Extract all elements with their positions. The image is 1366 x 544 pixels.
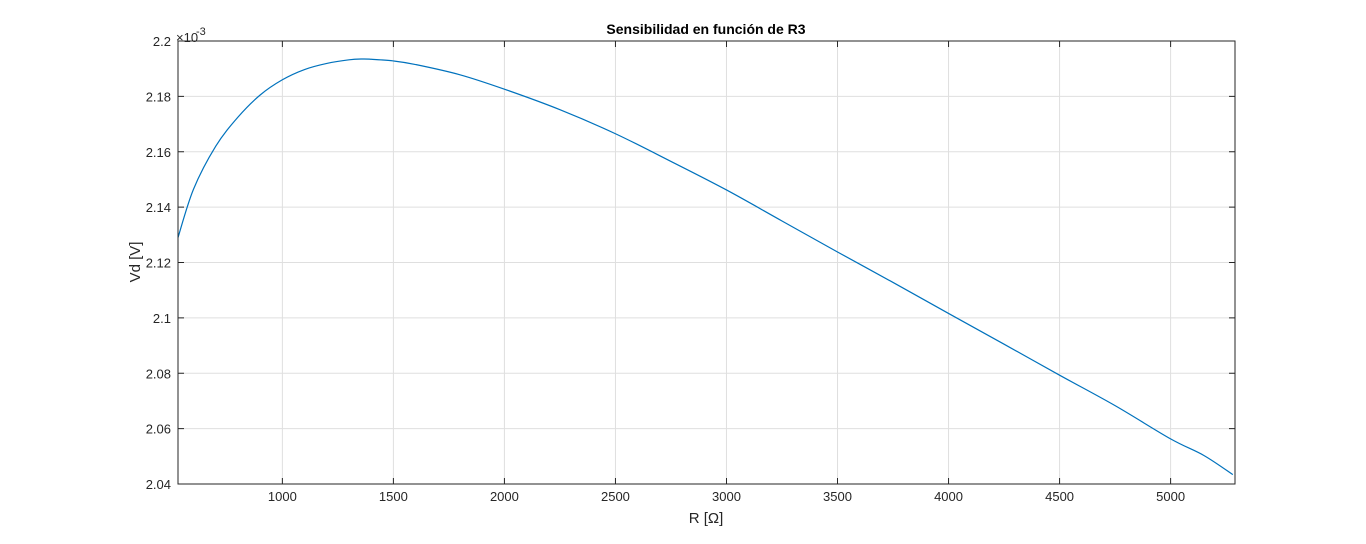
x-axis-label: R [Ω] [689,510,724,527]
x-tick-label: 1000 [268,489,297,504]
y-tick-label: 2.1 [153,311,171,326]
y-exponent: -3 [196,26,206,38]
y-tick-label: 2.16 [146,145,171,160]
y-tick-label: 2.18 [146,89,171,104]
x-tick-labels: 1000 1500 2000 2500 3000 3500 4000 4500 5000 [268,489,1185,504]
x-tick-label: 4000 [934,489,963,504]
x-tick-label: 5000 [1156,489,1185,504]
x-tick-label: 3500 [823,489,852,504]
series-group [177,58,1234,476]
x-tick-label: 1500 [379,489,408,504]
y-axis-label: Vd [V] [127,242,144,283]
y-tick-labels: 2.04 2.06 2.08 2.1 2.12 2.14 2.16 2.18 2.2 [146,34,171,492]
grid-lines [178,41,1235,484]
chart-title: Sensibilidad en función de R3 [606,21,805,37]
y-exponent-base: ×10 [176,30,198,45]
x-tick-label: 3000 [712,489,741,504]
y-tick-label: 2.14 [146,200,171,215]
y-tick-label: 2.08 [146,366,171,381]
y-tick-label: 2.12 [146,256,171,271]
y-tick-label: 2.06 [146,422,171,437]
y-tick-label: 2.04 [146,477,171,492]
x-tick-label: 4500 [1045,489,1074,504]
axis-ticks [178,40,1235,485]
x-tick-label: 2500 [601,489,630,504]
series-line [177,58,1234,476]
y-tick-label: 2.2 [153,34,171,49]
x-tick-label: 2000 [490,489,519,504]
